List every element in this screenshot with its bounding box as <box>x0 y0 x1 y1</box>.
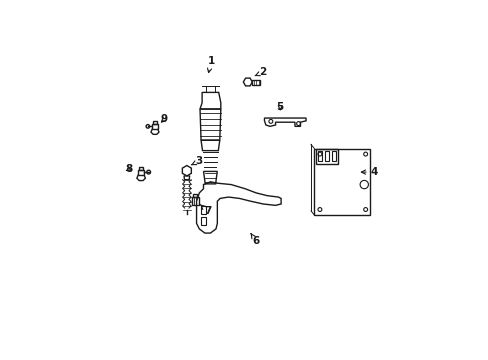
Bar <box>152 124 158 129</box>
Bar <box>201 206 205 214</box>
Text: 7: 7 <box>200 204 211 216</box>
Text: 4: 4 <box>361 167 377 177</box>
Bar <box>317 151 321 161</box>
Bar <box>324 151 328 161</box>
Text: 8: 8 <box>125 164 133 174</box>
Bar <box>191 198 198 205</box>
Bar <box>139 167 142 170</box>
Text: 2: 2 <box>255 67 266 77</box>
Bar <box>138 170 144 175</box>
Bar <box>314 149 369 215</box>
Bar <box>201 217 205 225</box>
Bar <box>252 80 259 85</box>
Bar <box>331 151 335 161</box>
Text: 1: 1 <box>207 56 214 73</box>
Text: 3: 3 <box>191 156 203 166</box>
Bar <box>153 121 156 124</box>
Text: 5: 5 <box>276 102 284 112</box>
Bar <box>315 149 337 164</box>
Text: 6: 6 <box>250 234 259 246</box>
Text: 9: 9 <box>160 114 167 125</box>
Bar <box>193 194 197 198</box>
